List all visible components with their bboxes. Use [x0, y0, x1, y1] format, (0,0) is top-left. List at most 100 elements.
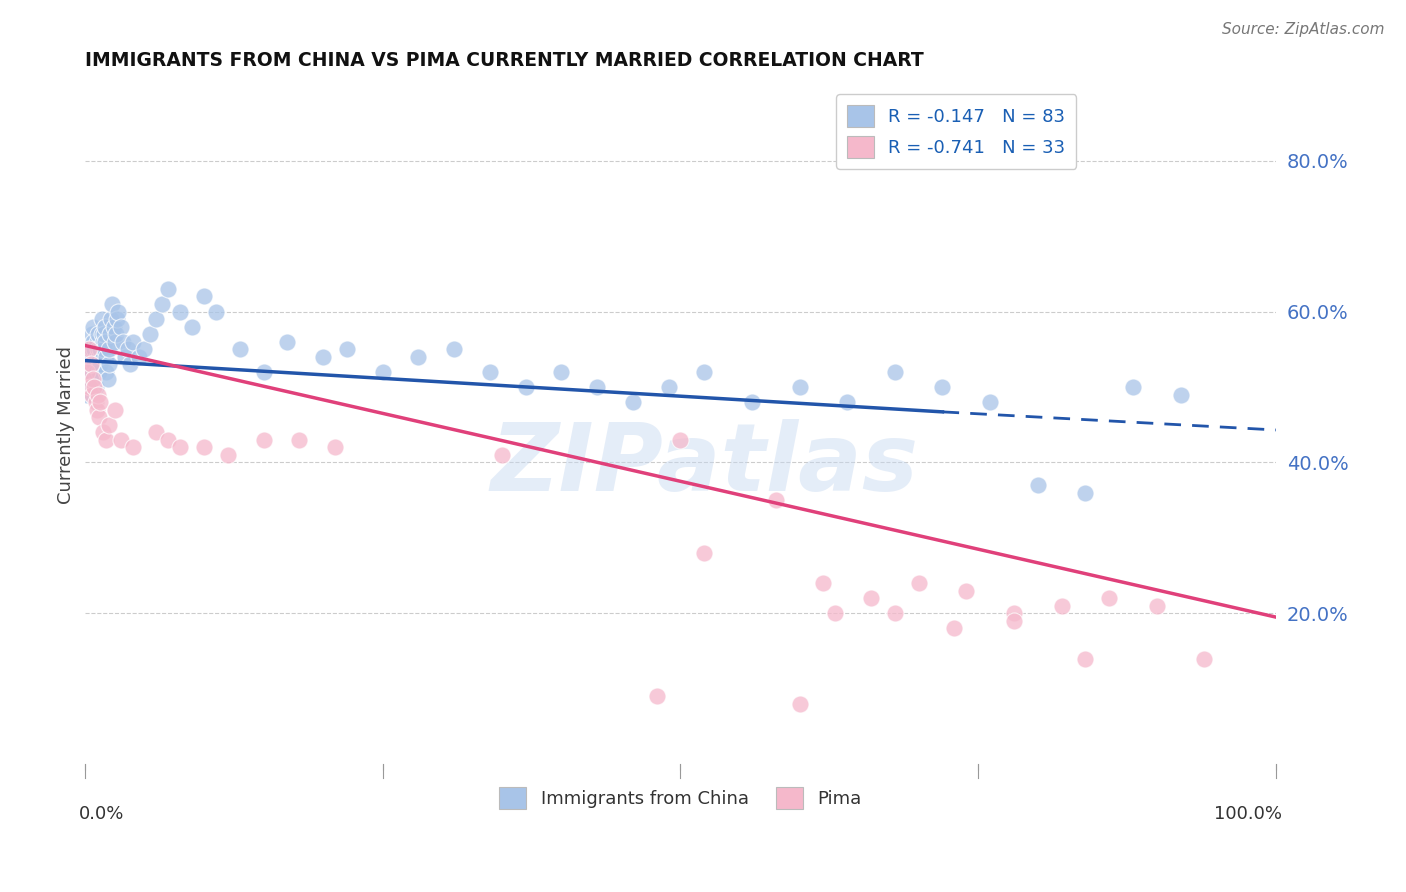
Point — [90, 312, 112, 326]
Point — [1146, 599, 1168, 613]
Point — [157, 433, 180, 447]
Point — [657, 380, 679, 394]
Point — [824, 607, 846, 621]
Point — [80, 343, 103, 357]
Point — [80, 387, 103, 401]
Point — [93, 327, 115, 342]
Point — [837, 395, 859, 409]
Point — [1194, 651, 1216, 665]
Point — [550, 365, 572, 379]
Point — [117, 343, 139, 357]
Point — [89, 357, 111, 371]
Point — [145, 425, 167, 440]
Point — [83, 357, 105, 371]
Point — [139, 327, 162, 342]
Point — [97, 417, 120, 432]
Point — [84, 395, 107, 409]
Legend: Immigrants from China, Pima: Immigrants from China, Pima — [492, 780, 869, 816]
Point — [979, 395, 1001, 409]
Point — [112, 334, 135, 349]
Text: Source: ZipAtlas.com: Source: ZipAtlas.com — [1222, 22, 1385, 37]
Point — [1074, 651, 1097, 665]
Point — [193, 289, 215, 303]
Point — [107, 304, 129, 318]
Point — [82, 334, 104, 349]
Point — [87, 327, 110, 342]
Text: 0.0%: 0.0% — [79, 805, 124, 823]
Point — [82, 319, 104, 334]
Point — [813, 576, 835, 591]
Point — [169, 304, 191, 318]
Point — [105, 312, 128, 326]
Point — [91, 425, 114, 440]
Point — [145, 312, 167, 326]
Point — [98, 327, 121, 342]
Point — [84, 365, 107, 379]
Point — [1098, 591, 1121, 606]
Point — [80, 357, 103, 371]
Point — [150, 297, 173, 311]
Point — [89, 410, 111, 425]
Point — [669, 433, 692, 447]
Point — [229, 343, 252, 357]
Point — [91, 350, 114, 364]
Point — [1002, 614, 1025, 628]
Point — [693, 546, 716, 560]
Point — [90, 327, 112, 342]
Point — [100, 312, 122, 326]
Point — [101, 297, 124, 311]
Point — [1002, 607, 1025, 621]
Point — [169, 440, 191, 454]
Point — [82, 372, 104, 386]
Point — [89, 350, 111, 364]
Point — [128, 350, 150, 364]
Point — [77, 343, 100, 357]
Point — [491, 448, 513, 462]
Point — [86, 350, 108, 364]
Point — [1026, 478, 1049, 492]
Point — [586, 380, 609, 394]
Point — [1122, 380, 1144, 394]
Point — [84, 380, 107, 394]
Point — [80, 350, 103, 364]
Point — [789, 697, 811, 711]
Point — [883, 607, 905, 621]
Point — [97, 357, 120, 371]
Point — [693, 365, 716, 379]
Point — [89, 395, 111, 409]
Point — [110, 319, 132, 334]
Point — [120, 357, 142, 371]
Point — [79, 380, 101, 394]
Point — [478, 365, 501, 379]
Point — [104, 402, 127, 417]
Point — [121, 334, 143, 349]
Point — [96, 350, 118, 364]
Point — [110, 433, 132, 447]
Point — [77, 372, 100, 386]
Point — [80, 327, 103, 342]
Point — [79, 380, 101, 394]
Point — [336, 343, 359, 357]
Point — [217, 448, 239, 462]
Point — [134, 343, 156, 357]
Point — [371, 365, 394, 379]
Point — [104, 327, 127, 342]
Point — [741, 395, 763, 409]
Point — [103, 319, 125, 334]
Point — [181, 319, 204, 334]
Point — [94, 319, 117, 334]
Point — [955, 583, 977, 598]
Point — [765, 493, 787, 508]
Point — [157, 282, 180, 296]
Point — [645, 690, 668, 704]
Point — [252, 365, 274, 379]
Point — [121, 440, 143, 454]
Text: IMMIGRANTS FROM CHINA VS PIMA CURRENTLY MARRIED CORRELATION CHART: IMMIGRANTS FROM CHINA VS PIMA CURRENTLY … — [84, 51, 924, 70]
Point — [76, 365, 98, 379]
Point — [87, 387, 110, 401]
Point — [83, 343, 105, 357]
Point — [312, 350, 335, 364]
Point — [907, 576, 929, 591]
Point — [89, 343, 111, 357]
Point — [104, 334, 127, 349]
